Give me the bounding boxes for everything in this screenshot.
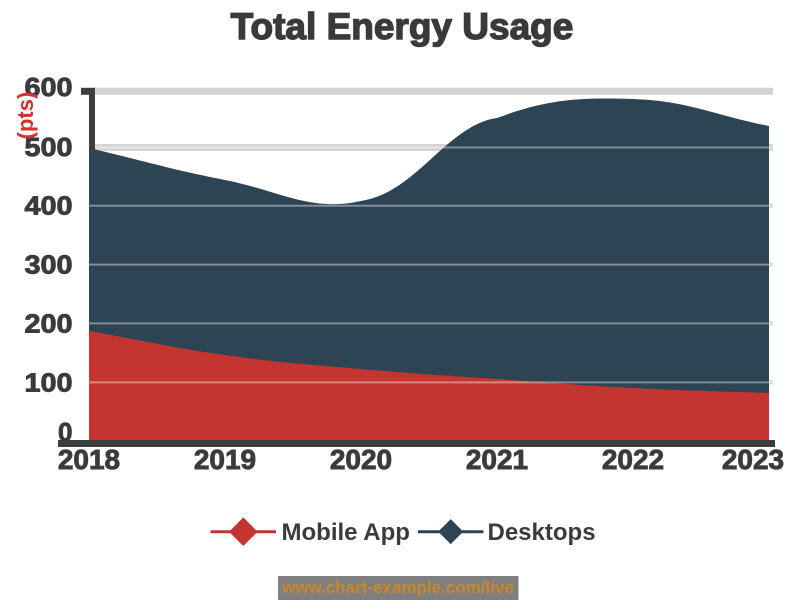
svg-text:www.chart-example.com/live: www.chart-example.com/live — [281, 578, 514, 597]
svg-text:Desktops: Desktops — [488, 519, 596, 546]
svg-text:2019: 2019 — [194, 444, 256, 475]
svg-text:Total Energy Usage: Total Energy Usage — [231, 6, 574, 47]
svg-text:2022: 2022 — [602, 444, 664, 475]
svg-text:Mobile App: Mobile App — [282, 519, 410, 546]
svg-text:(pts): (pts) — [13, 92, 38, 140]
svg-text:400: 400 — [25, 191, 73, 221]
svg-text:0: 0 — [58, 417, 72, 447]
svg-text:500: 500 — [25, 132, 73, 162]
svg-text:2023: 2023 — [722, 444, 784, 475]
svg-text:300: 300 — [25, 250, 73, 280]
svg-text:200: 200 — [25, 309, 73, 339]
svg-text:2018: 2018 — [58, 444, 120, 475]
svg-text:2021: 2021 — [466, 444, 528, 475]
svg-text:100: 100 — [25, 368, 73, 398]
svg-text:600: 600 — [25, 72, 73, 102]
svg-text:2020: 2020 — [330, 444, 392, 475]
